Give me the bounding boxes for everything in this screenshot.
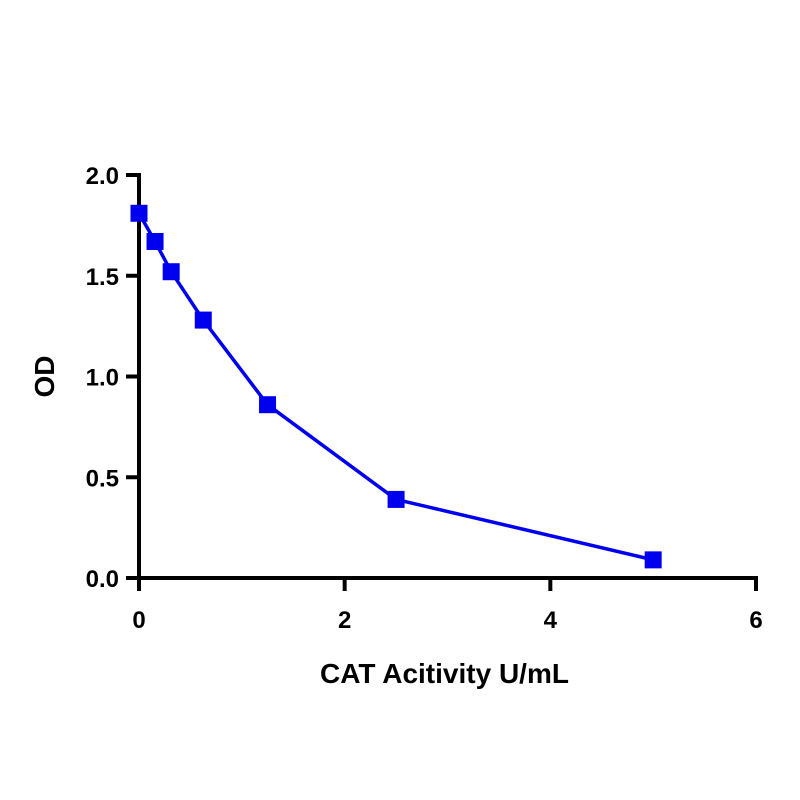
data-series (130, 204, 662, 569)
data-point-marker (130, 204, 148, 222)
x-axis-title: CAT Acitivity U/mL (320, 658, 569, 689)
y-tick-label: 2.0 (86, 163, 119, 190)
x-tick-label: 6 (749, 607, 762, 634)
data-point-marker (194, 311, 212, 329)
data-point-marker (146, 232, 164, 250)
y-tick-label: 1.5 (86, 264, 119, 291)
y-axis-title: OD (29, 356, 60, 398)
x-tick-label: 4 (544, 607, 558, 634)
y-tick-label: 1.0 (86, 365, 119, 392)
data-point-marker (259, 396, 277, 414)
x-axis-ticks: 0 2 4 6 (132, 578, 763, 634)
data-point-marker (644, 551, 662, 569)
x-tick-label: 0 (132, 607, 145, 634)
y-tick-label: 0.0 (86, 566, 119, 593)
x-tick-label: 2 (338, 607, 351, 634)
y-axis-ticks: 0.0 0.5 1.0 1.5 2.0 (86, 163, 139, 593)
data-point-marker (162, 263, 180, 281)
data-point-marker (387, 490, 405, 508)
y-tick-label: 0.5 (86, 465, 119, 492)
